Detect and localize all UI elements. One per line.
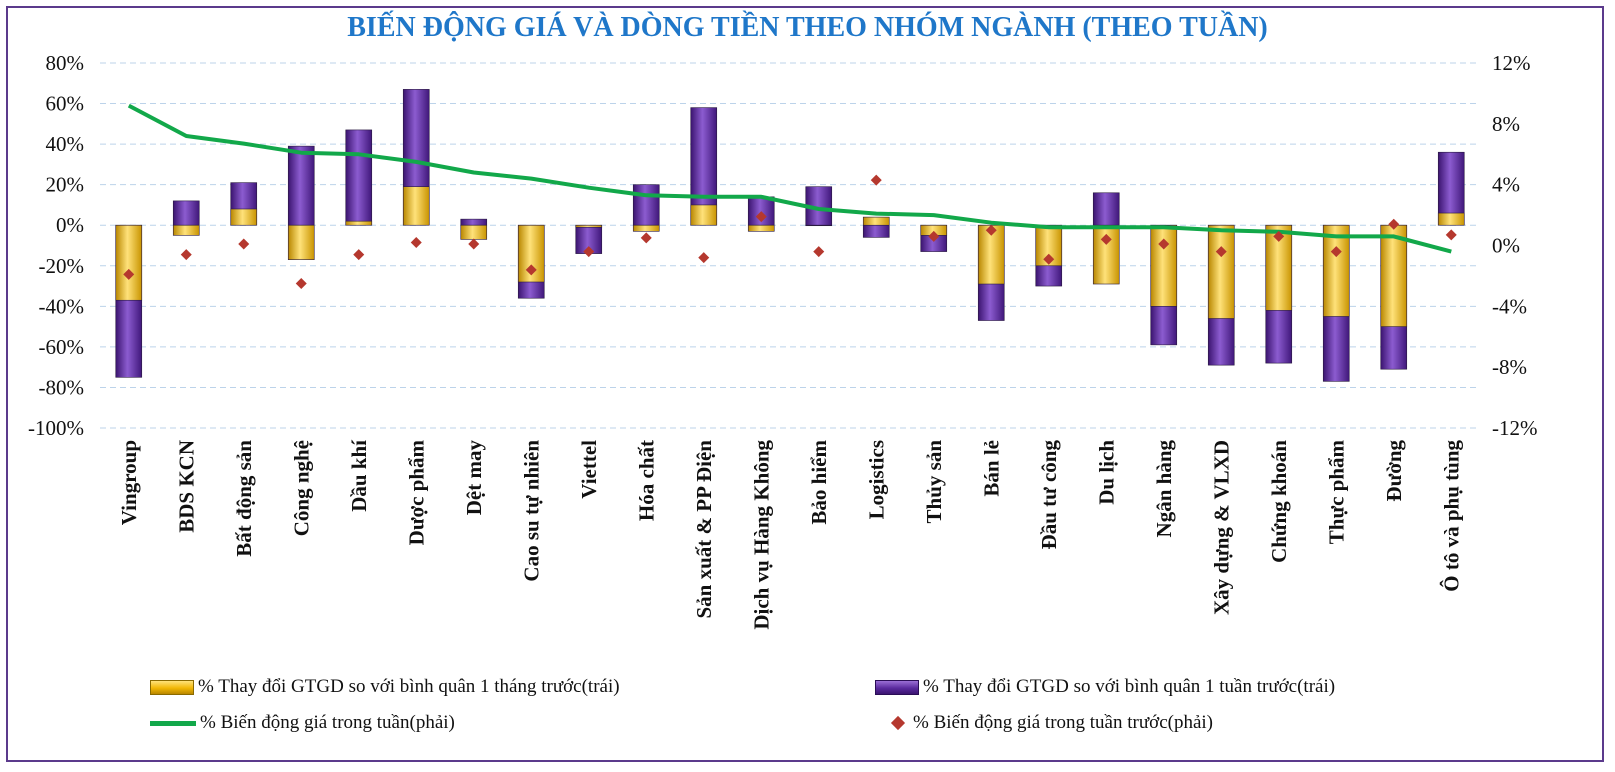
x-category-label: Thủy sản <box>922 440 946 524</box>
point-prev-price-change <box>1273 230 1285 242</box>
y-left-tick-label: -80% <box>39 375 85 399</box>
bar-month-change <box>1322 224 1350 317</box>
chart-title: BIẾN ĐỘNG GIÁ VÀ DÒNG TIỀN THEO NHÓM NGÀ… <box>347 12 1268 43</box>
x-category-label: Ngân hàng <box>1152 440 1176 538</box>
bar-week-change <box>632 184 660 226</box>
y-left-tick-label: 60% <box>46 92 85 116</box>
bar-month-change <box>345 220 373 226</box>
bar-month-change <box>1150 224 1178 307</box>
point-prev-price-change <box>928 230 940 242</box>
point-prev-price-change <box>1043 253 1055 265</box>
x-category-label: Thực phẩm <box>1324 440 1348 545</box>
point-prev-price-change <box>985 224 997 236</box>
point-prev-price-change <box>1215 246 1227 258</box>
bar-month-change <box>287 224 315 260</box>
x-category-label: Dược phẩm <box>404 440 428 546</box>
point-prev-price-change <box>123 268 135 280</box>
y-left-tick-label: 40% <box>46 132 85 156</box>
x-category-label: Chứng khoán <box>1267 440 1291 563</box>
y-left-tick-label: 20% <box>46 173 85 197</box>
y-right-tick-label: -4% <box>1492 294 1527 318</box>
bar-month-change <box>575 224 603 228</box>
point-prev-price-change <box>353 249 365 261</box>
point-prev-price-change <box>870 174 882 186</box>
y-right-tick-label: -12% <box>1492 416 1538 440</box>
x-category-label: Cao su tự nhiên <box>519 440 543 582</box>
bar-month-change <box>230 208 258 226</box>
y-left-tick-label: -60% <box>39 335 85 359</box>
x-category-label: Hóa chất <box>634 440 658 521</box>
bar-week-change <box>287 145 315 226</box>
chart-frame <box>6 6 1604 762</box>
x-category-label: Bảo hiểm <box>807 440 831 525</box>
point-prev-price-change <box>1100 233 1112 245</box>
bar-month-change <box>1380 224 1408 327</box>
bar-month-change <box>1437 212 1465 226</box>
bar-week-change <box>172 200 200 226</box>
y-left-tick-label: 80% <box>46 51 85 75</box>
point-prev-price-change <box>640 232 652 244</box>
x-category-label: Xây dựng & VLXD <box>1209 440 1233 615</box>
x-category-label: Dịch vụ Hàng Không <box>749 440 773 630</box>
bar-month-change <box>805 224 833 227</box>
x-category-label: Bất động sản <box>232 440 256 557</box>
bar-month-change <box>402 186 430 226</box>
x-category-label: Du lịch <box>1094 440 1118 505</box>
y-right-tick-label: 4% <box>1492 173 1520 197</box>
point-prev-price-change <box>468 238 480 250</box>
y-right-tick-label: -8% <box>1492 355 1527 379</box>
y-right-tick-label: 12% <box>1492 51 1531 75</box>
y-left-tick-label: -20% <box>39 254 85 278</box>
point-prev-price-change <box>583 246 595 258</box>
point-prev-price-change <box>180 249 192 261</box>
x-category-label: BDS KCN <box>174 440 198 533</box>
x-category-label: Công nghệ <box>289 440 313 536</box>
bar-month-change <box>115 224 143 301</box>
point-prev-price-change <box>1388 218 1400 230</box>
line-price-change <box>127 103 1452 254</box>
point-prev-price-change <box>755 211 767 223</box>
x-category-label: Vingroup <box>117 440 141 525</box>
x-category-label: Ô tô và phụ tùng <box>1439 440 1463 592</box>
bar-week-change <box>460 218 488 226</box>
point-prev-price-change <box>525 264 537 276</box>
bar-month-change <box>460 224 488 240</box>
point-prev-price-change <box>698 252 710 264</box>
bar-month-change <box>1207 224 1235 319</box>
x-category-label: Dầu khí <box>347 439 371 512</box>
y-left-tick-label: -40% <box>39 294 85 318</box>
point-prev-price-change <box>1330 246 1342 258</box>
point-prev-price-change <box>1158 238 1170 250</box>
y-right-tick-label: 0% <box>1492 234 1520 258</box>
point-prev-price-change <box>1445 229 1457 241</box>
point-prev-price-change <box>813 246 825 258</box>
y-left-tick-label: 0% <box>56 213 84 237</box>
bar-week-change <box>345 129 373 226</box>
x-category-label: Logistics <box>864 440 888 519</box>
bar-month-change <box>862 216 890 226</box>
x-category-label: Dệt may <box>462 440 486 516</box>
bar-week-change <box>862 224 890 238</box>
x-category-label: Bán lẻ <box>979 440 1003 497</box>
bar-week-change <box>1092 192 1120 226</box>
x-category-label: Sản xuất & PP Điện <box>692 440 716 619</box>
bar-month-change <box>172 224 200 236</box>
bar-month-change <box>632 224 660 232</box>
x-category-label: Đầu tư công <box>1037 440 1061 550</box>
point-prev-price-change <box>295 278 307 290</box>
y-right-tick-label: 8% <box>1492 112 1520 136</box>
bar-month-change <box>690 204 718 226</box>
x-category-label: Viettel <box>577 440 601 499</box>
x-category-label: Đường <box>1382 440 1406 502</box>
bar-month-change <box>747 224 775 232</box>
point-prev-price-change <box>238 238 250 250</box>
point-prev-price-change <box>410 236 422 248</box>
y-left-tick-label: -100% <box>28 416 84 440</box>
